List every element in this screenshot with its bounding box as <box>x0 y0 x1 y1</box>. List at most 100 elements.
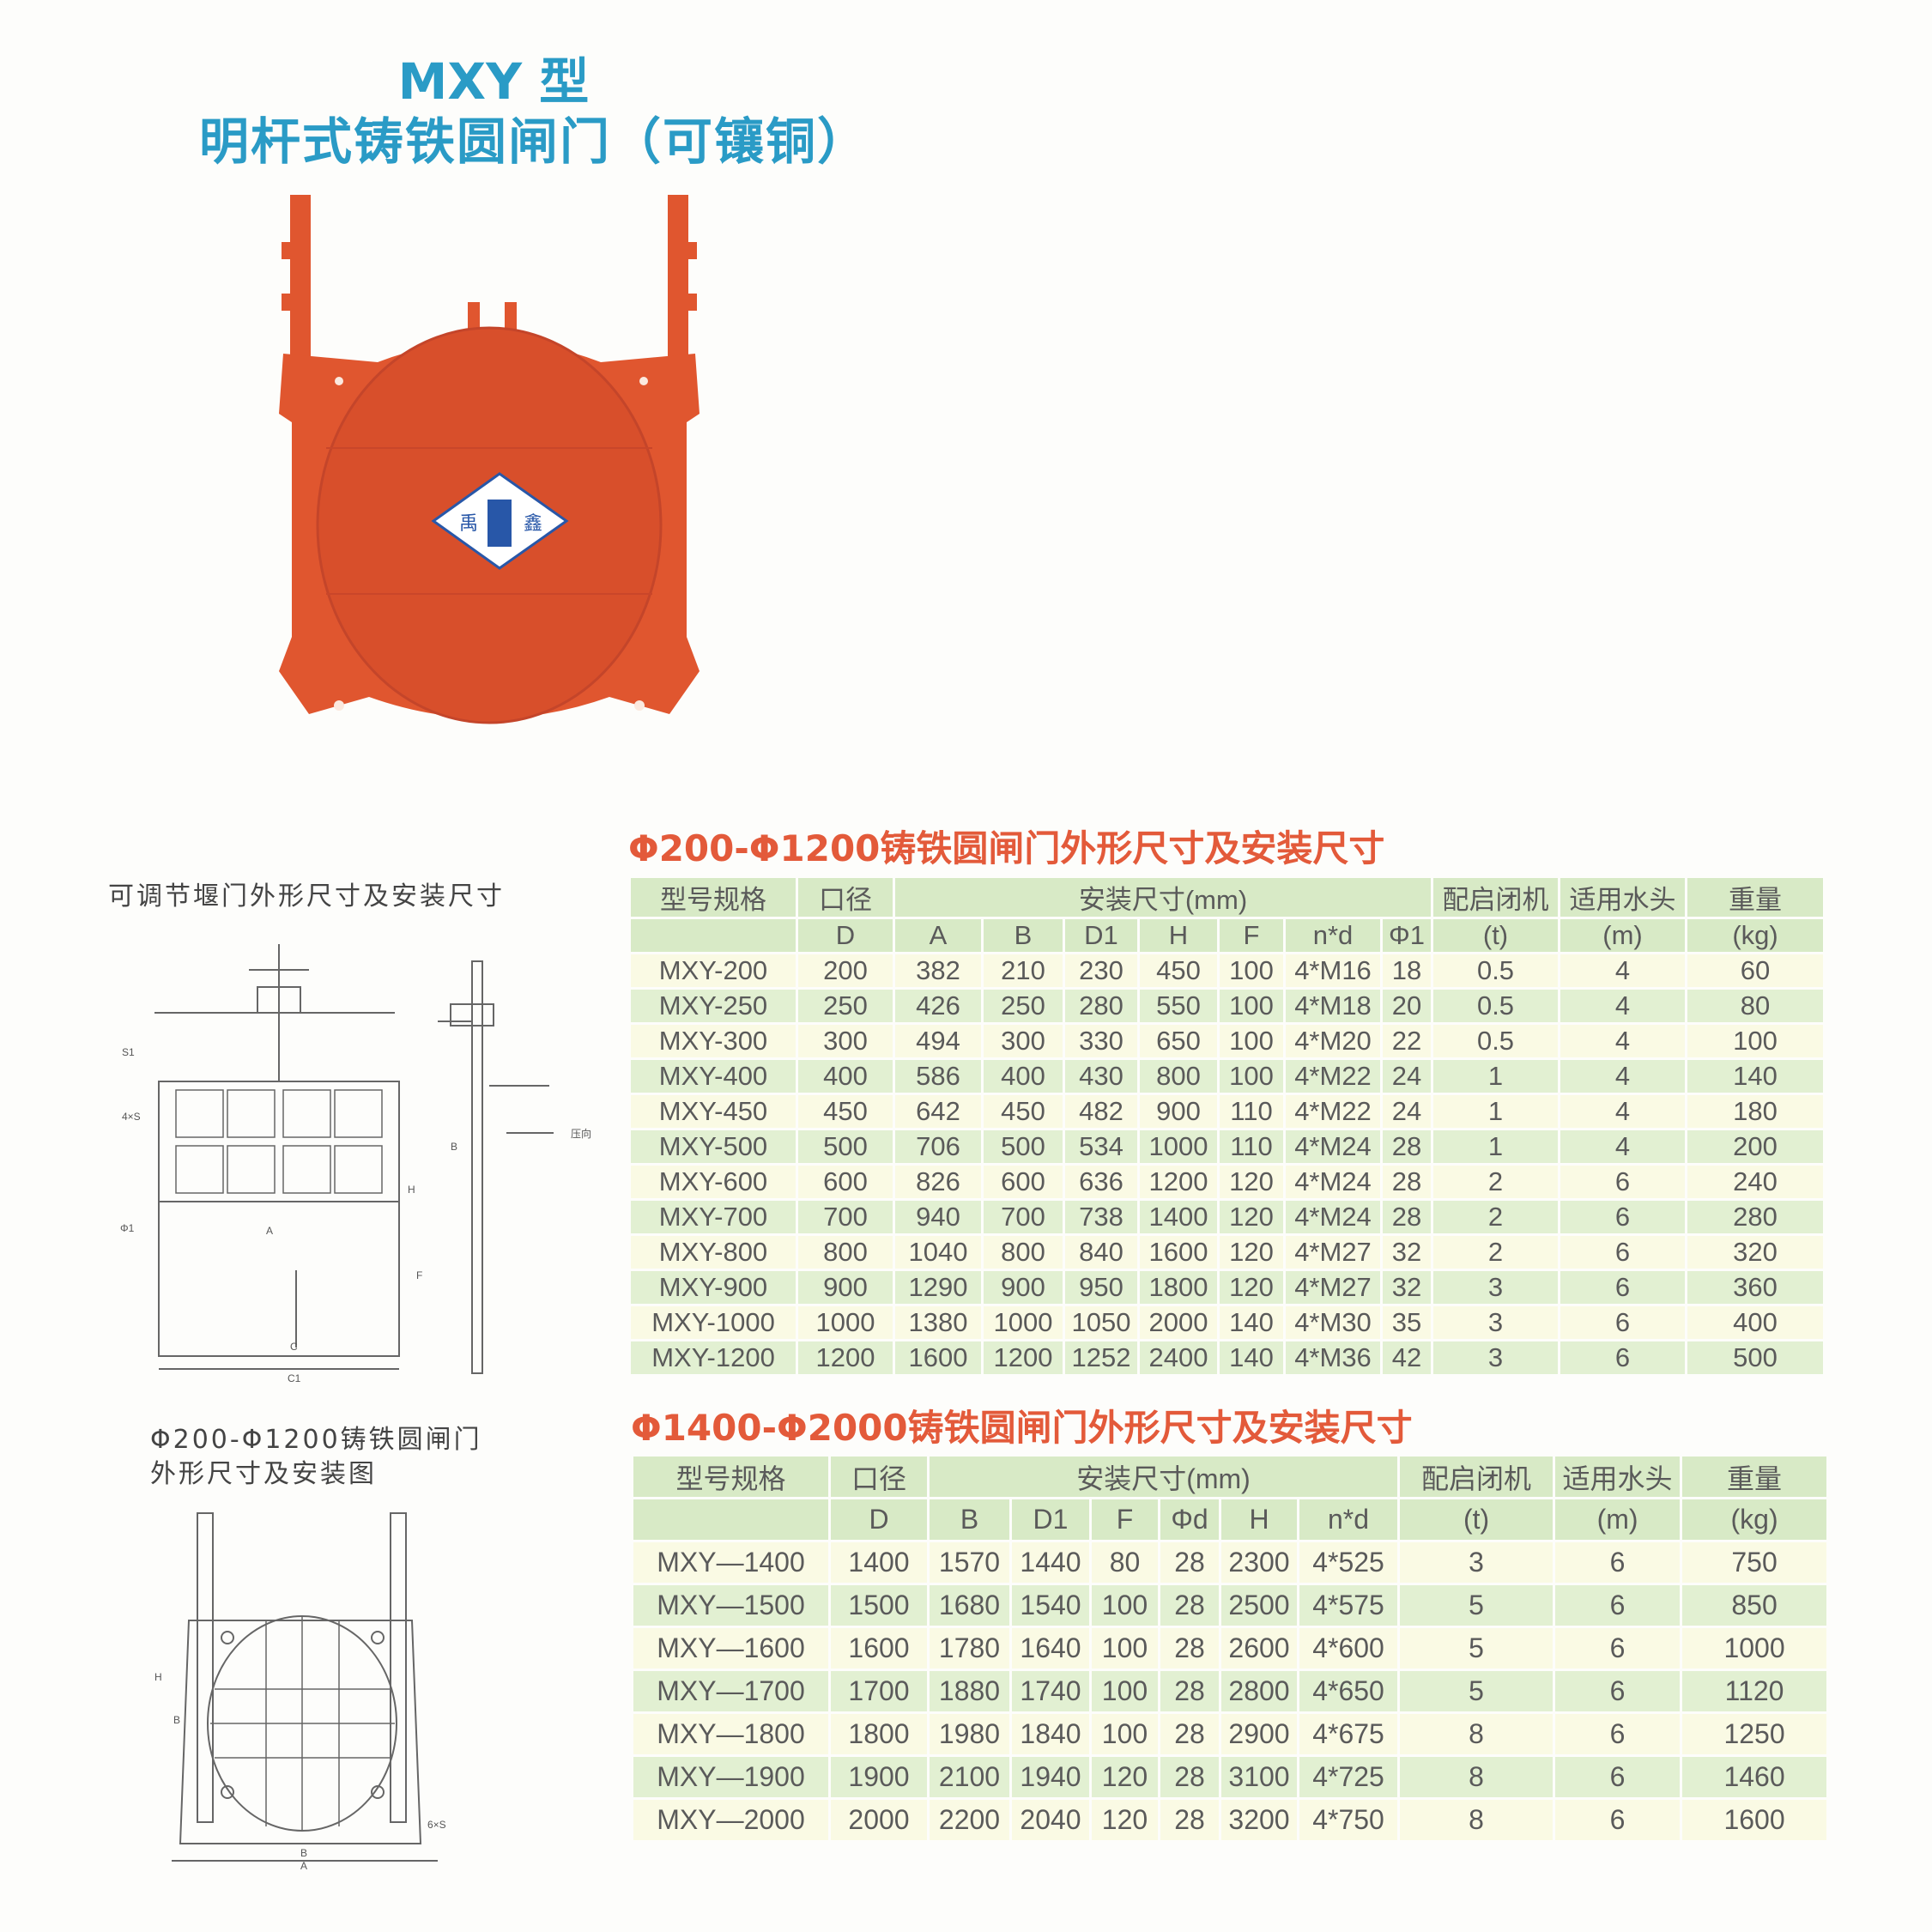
table-cell: 6 <box>1560 1341 1686 1374</box>
table-cell: MXY-1200 <box>631 1341 796 1374</box>
table-cell: 636 <box>1065 1166 1137 1198</box>
table-row: MXY-1200 1200 1600 1200 1252 2400 140 4*M36 42 3 6… <box>631 1341 1824 1374</box>
header-cell: n*d <box>1299 1499 1398 1540</box>
table-cell: 1800 <box>1140 1271 1217 1304</box>
table-cell: 1600 <box>1682 1800 1827 1840</box>
table-cell: 4*M27 <box>1286 1236 1380 1269</box>
table-cell: MXY—1600 <box>633 1628 828 1669</box>
header-cell: F <box>1220 919 1283 952</box>
drawing1-caption: 可调节堰门外形尺寸及安装尺寸 <box>108 881 505 911</box>
table-cell: 80 <box>1092 1542 1158 1583</box>
header-cell: (m) <box>1555 1499 1681 1540</box>
table-cell: 120 <box>1220 1236 1283 1269</box>
table-cell: 5 <box>1400 1671 1553 1711</box>
table-row: MXY—1600 1600 1780 1640 100 28 2600 4*600 5 6 1000 <box>633 1628 1827 1669</box>
table-cell: MXY-600 <box>631 1166 796 1198</box>
table-cell: 100 <box>1687 1025 1824 1057</box>
dim-label-4s: 4×S <box>122 1111 141 1123</box>
table-row: MXY-600 600 826 600 636 1200 120 4*M24 28 2 6 240 <box>631 1166 1824 1198</box>
svg-text:鑫: 鑫 <box>524 512 542 534</box>
table-cell: 1900 <box>831 1757 927 1797</box>
table-cell: 1600 <box>1140 1236 1217 1269</box>
table-cell: 250 <box>984 990 1063 1022</box>
table-cell: 650 <box>1140 1025 1217 1057</box>
table-cell: 1380 <box>895 1306 981 1339</box>
table-cell: 230 <box>1065 954 1137 987</box>
table-cell: MXY-400 <box>631 1060 796 1093</box>
table-row: MXY-250 250 426 250 280 550 100 4*M18 20 0.5 4 80 <box>631 990 1824 1022</box>
header-row: 型号规格 口径 安装尺寸(mm) 配启闭机 适用水头 重量 <box>631 878 1824 917</box>
table-cell: 3 <box>1433 1271 1559 1304</box>
table-cell: 1540 <box>1012 1585 1089 1626</box>
table-cell: 2 <box>1433 1201 1559 1233</box>
table-cell: 2 <box>1433 1236 1559 1269</box>
table-row: MXY-300 300 494 300 330 650 100 4*M20 22 0.5 4 100 <box>631 1025 1824 1057</box>
header-cell: B <box>930 1499 1009 1540</box>
header-cell: (kg) <box>1687 919 1824 952</box>
table-cell: MXY-1000 <box>631 1306 796 1339</box>
table-cell: 210 <box>984 954 1063 987</box>
table-cell: 426 <box>895 990 981 1022</box>
table-cell: 120 <box>1220 1166 1283 1198</box>
table-cell: 100 <box>1092 1671 1158 1711</box>
table-cell: 4 <box>1560 1130 1686 1163</box>
table-cell: 600 <box>798 1166 893 1198</box>
table-cell: 1 <box>1433 1130 1559 1163</box>
table-cell: 450 <box>1140 954 1217 987</box>
header-cell: (t) <box>1433 919 1559 952</box>
table-cell: 1290 <box>895 1271 981 1304</box>
table-cell: 140 <box>1220 1306 1283 1339</box>
table-cell: 550 <box>1140 990 1217 1022</box>
header-cell: B <box>984 919 1063 952</box>
table-cell: 4*M16 <box>1286 954 1380 987</box>
table-cell: 6 <box>1555 1800 1681 1840</box>
table-cell: 28 <box>1160 1757 1219 1797</box>
table-cell: 200 <box>1687 1130 1824 1163</box>
header-cell: 口径 <box>798 878 893 917</box>
table-cell: MXY—1800 <box>633 1714 828 1754</box>
table-cell: 1200 <box>984 1341 1063 1374</box>
table-cell: 534 <box>1065 1130 1137 1163</box>
table-cell: 0.5 <box>1433 1025 1559 1057</box>
dim-label-b: B <box>451 1141 457 1153</box>
dim-label-c: C <box>290 1341 298 1353</box>
dim-label-a: A <box>266 1225 273 1237</box>
table-cell: 100 <box>1092 1585 1158 1626</box>
table-cell: 42 <box>1383 1341 1432 1374</box>
table-cell: 4*M22 <box>1286 1095 1380 1128</box>
table-cell: 6 <box>1560 1201 1686 1233</box>
table-cell: 5 <box>1400 1585 1553 1626</box>
header-cell: (m) <box>1560 919 1686 952</box>
table-cell: 450 <box>798 1095 893 1128</box>
table-cell: 1040 <box>895 1236 981 1269</box>
table-cell: 2040 <box>1012 1800 1089 1840</box>
table-cell: 100 <box>1220 1060 1283 1093</box>
table-cell: 1000 <box>984 1306 1063 1339</box>
table-cell: 600 <box>984 1166 1063 1198</box>
header-cell <box>631 919 796 952</box>
table-cell: 450 <box>984 1095 1063 1128</box>
table-cell: 500 <box>798 1130 893 1163</box>
table-cell: 3200 <box>1221 1800 1297 1840</box>
table-cell: 4*M24 <box>1286 1201 1380 1233</box>
table-cell: 80 <box>1687 990 1824 1022</box>
table-cell: 1980 <box>930 1714 1009 1754</box>
table-cell: 2100 <box>930 1757 1009 1797</box>
table-cell: 1050 <box>1065 1306 1137 1339</box>
header-cell: 安装尺寸(mm) <box>930 1457 1398 1497</box>
table-cell: 120 <box>1220 1271 1283 1304</box>
table-cell: 22 <box>1383 1025 1432 1057</box>
table-cell: 250 <box>798 990 893 1022</box>
table-cell: 750 <box>1682 1542 1827 1583</box>
table-cell: 1000 <box>798 1306 893 1339</box>
table-cell: 2400 <box>1140 1341 1217 1374</box>
table-row: MXY-200 200 382 210 230 450 100 4*M16 18 0.5 4 60 <box>631 954 1824 987</box>
table-cell: 240 <box>1687 1166 1824 1198</box>
header-cell: Φ1 <box>1383 919 1432 952</box>
table-cell: MXY-800 <box>631 1236 796 1269</box>
table-cell: 800 <box>798 1236 893 1269</box>
table-cell: 20 <box>1383 990 1432 1022</box>
table-cell: 3100 <box>1221 1757 1297 1797</box>
table-cell: 8 <box>1400 1800 1553 1840</box>
